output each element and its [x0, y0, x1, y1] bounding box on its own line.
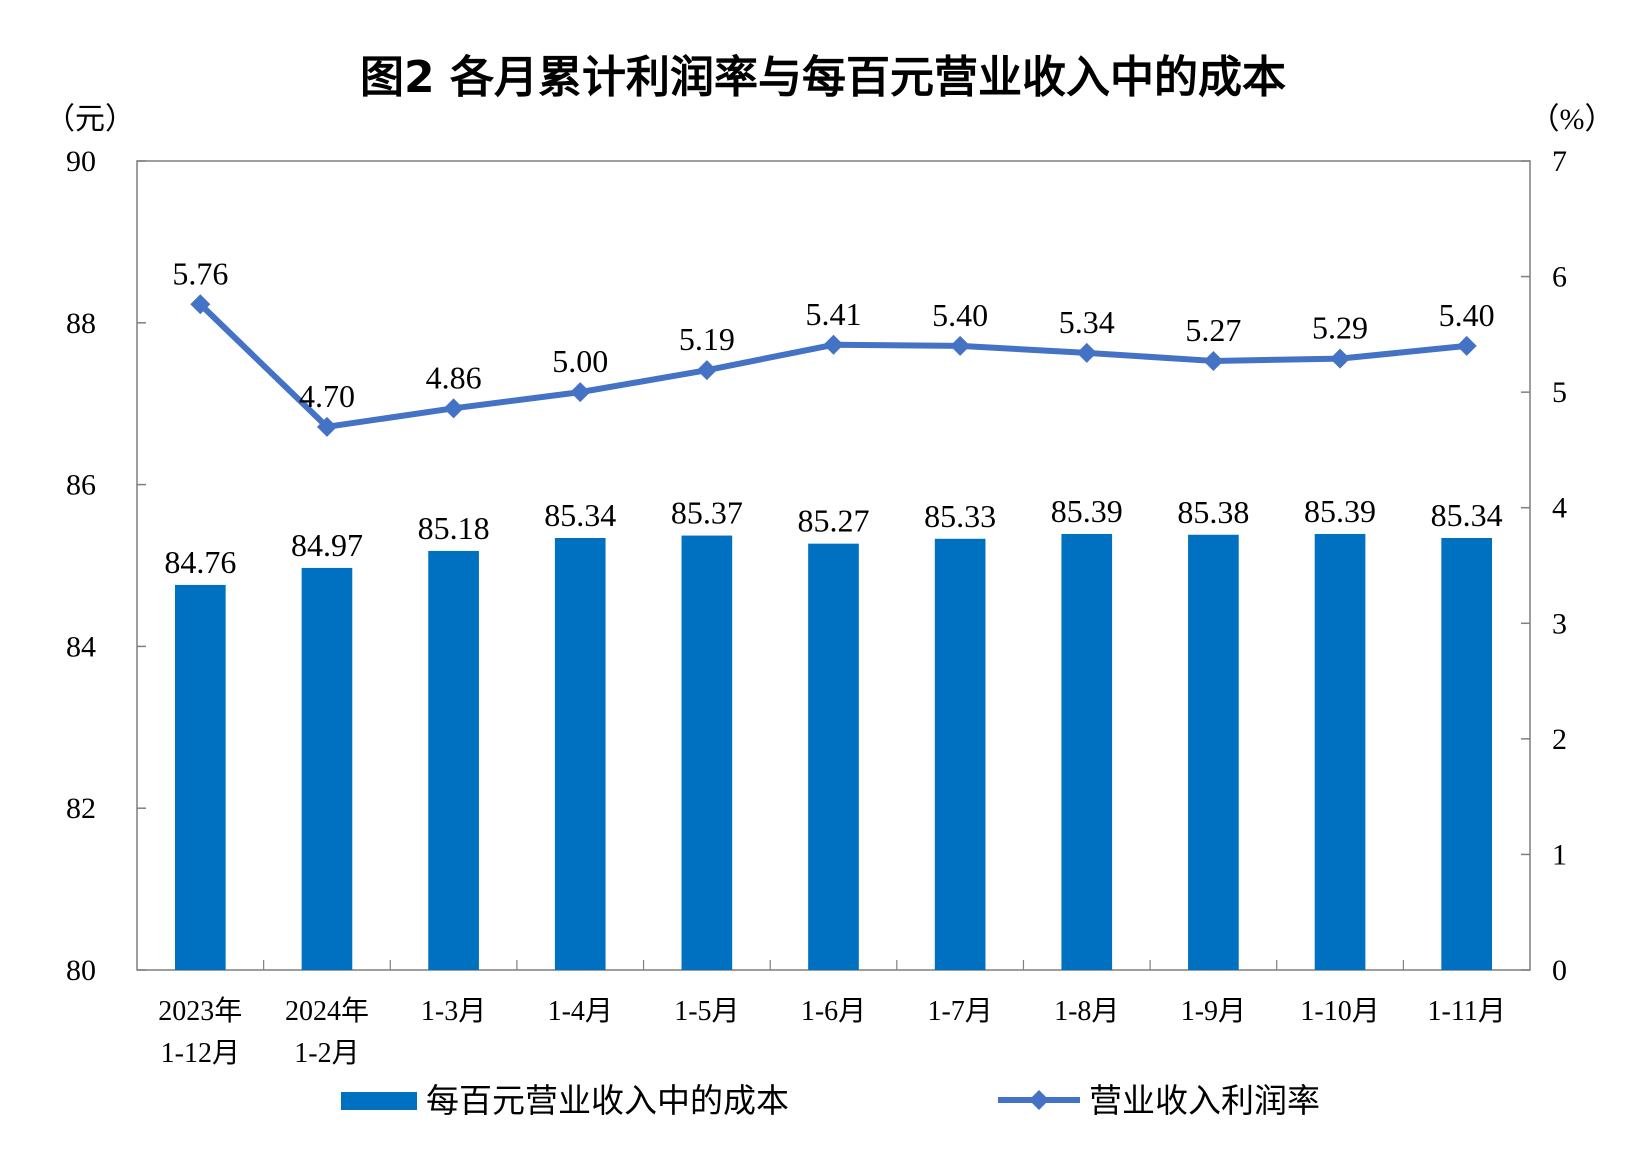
- right-axis-tick-label: 2: [1552, 723, 1567, 756]
- bar-data-labels: 84.76 84.97 85.18 85.34 85.37 85.27 85.33 85.39…: [164, 493, 1502, 580]
- bar: [174, 584, 226, 970]
- bar-series: [174, 533, 1493, 970]
- x-axis-category-label: 1-5月: [674, 996, 739, 1027]
- line-data-label: 5.29: [1312, 310, 1368, 346]
- x-axis-category-label: 2024年 1-2月: [285, 995, 369, 1069]
- legend-line-marker: [1029, 1090, 1049, 1110]
- x-axis-category-label-line: 1-6月: [801, 996, 866, 1027]
- bar-data-label: 84.97: [291, 527, 363, 563]
- x-axis-category-label-line: 1-12月: [161, 1038, 240, 1069]
- right-axis-tick-label: 4: [1552, 492, 1567, 525]
- bar: [554, 537, 606, 970]
- bar: [428, 550, 479, 970]
- right-axis-tick-label: 5: [1552, 376, 1567, 409]
- x-axis-category-label: 1-3月: [421, 996, 486, 1027]
- x-axis-category-label-line: 1-2月: [294, 1038, 359, 1069]
- bar-data-label: 85.37: [671, 495, 743, 531]
- x-axis-category-label: 1-6月: [801, 996, 866, 1027]
- legend-line-label: 营业收入利润率: [1089, 1081, 1320, 1120]
- bar-data-label: 85.34: [1431, 497, 1503, 533]
- left-axis-tick-label: 86: [66, 469, 96, 502]
- bar-data-label: 85.39: [1051, 493, 1123, 529]
- x-axis-category-label-line: 1-3月: [421, 996, 486, 1027]
- line-point: [570, 382, 591, 403]
- line-data-label: 4.70: [299, 378, 355, 414]
- left-axis-tick-label: 90: [66, 145, 96, 178]
- right-axis-unit: （%）: [1530, 103, 1615, 136]
- line-data-label: 5.00: [552, 343, 608, 379]
- bar-data-label: 85.34: [544, 497, 616, 533]
- line-point: [443, 398, 464, 419]
- bar-data-label: 85.39: [1304, 493, 1376, 529]
- legend-bar-swatch: [341, 1092, 417, 1110]
- right-axis-tick-label: 1: [1552, 838, 1567, 871]
- legend-bar-label: 每百元营业收入中的成本: [426, 1081, 789, 1120]
- right-axis-tick-label: 7: [1552, 145, 1567, 178]
- line-data-label: 5.40: [1439, 297, 1495, 333]
- x-axis-category-label-line: 1-8月: [1054, 996, 1119, 1027]
- line-data-label: 5.76: [172, 255, 228, 291]
- bar: [808, 543, 859, 970]
- x-axis-category-label: 1-4月: [548, 996, 613, 1027]
- right-axis-tick-label: 6: [1552, 261, 1567, 294]
- line-point: [190, 294, 211, 315]
- bar: [1441, 537, 1493, 970]
- left-axis-tick-label: 80: [66, 954, 96, 987]
- left-axis-tick-label: 82: [66, 792, 96, 825]
- line-data-label: 5.40: [932, 297, 988, 333]
- x-axis-category-label-line: 1-10月: [1300, 996, 1379, 1027]
- bar: [1061, 533, 1113, 970]
- bar: [681, 535, 733, 970]
- bar: [934, 538, 986, 970]
- line-point: [316, 416, 337, 437]
- bar-data-label: 85.33: [924, 498, 996, 534]
- right-axis-tick-label: 0: [1552, 954, 1567, 987]
- line-point: [1330, 348, 1351, 369]
- x-axis-category-label: 2023年 1-12月: [158, 995, 242, 1069]
- x-axis-category-label-line: 1-5月: [674, 996, 739, 1027]
- line-point: [1456, 335, 1477, 356]
- line-data-label: 5.41: [806, 296, 862, 332]
- x-axis-category-label: 1-9月: [1181, 996, 1246, 1027]
- left-axis-unit: （元）: [45, 103, 135, 136]
- x-axis-category-label: 1-10月: [1300, 996, 1379, 1027]
- x-axis-category-label-line: 2023年: [158, 995, 242, 1027]
- left-axis: 80 82 84 86 88 90: [66, 145, 146, 987]
- left-axis-tick-label: 84: [66, 630, 96, 663]
- bar-data-label: 85.38: [1177, 494, 1249, 530]
- line-data-labels: 5.76 4.70 4.86 5.00 5.19 5.41 5.40 5.34 5.27 5.29…: [172, 255, 1494, 414]
- x-axis-category-label: 1-8月: [1054, 996, 1119, 1027]
- chart-title: 图2 各月累计利润率与每百元营业收入中的成本: [360, 52, 1286, 103]
- bar: [301, 567, 353, 970]
- right-axis-tick-label: 3: [1552, 607, 1567, 640]
- line-point: [1203, 350, 1224, 371]
- left-axis-tick-label: 88: [66, 307, 96, 340]
- legend: 每百元营业收入中的成本 营业收入利润率: [341, 1081, 1320, 1120]
- bar: [1314, 533, 1366, 970]
- line-point: [696, 360, 717, 381]
- line-point: [823, 334, 844, 355]
- x-axis-category-label-line: 1-4月: [548, 996, 613, 1027]
- x-axis-category-label-line: 2024年: [285, 995, 369, 1027]
- right-axis: 0 1 2 3 4 5 6 7: [1521, 145, 1567, 987]
- x-axis: 2023年 1-12月 2024年 1-2月 1-3月 1-4月 1-5月 1-6月 1-7月 1…: [158, 960, 1506, 1069]
- x-axis-category-label-line: 1-7月: [927, 996, 992, 1027]
- bar-data-label: 84.76: [164, 544, 236, 580]
- x-axis-category-label: 1-7月: [927, 996, 992, 1027]
- line-point: [1076, 342, 1097, 363]
- line-data-label: 5.19: [679, 321, 735, 357]
- x-axis-category-label-line: 1-9月: [1181, 996, 1246, 1027]
- line-data-label: 5.27: [1185, 312, 1241, 348]
- line-series: [190, 294, 1477, 437]
- line-point: [950, 335, 971, 356]
- line-data-label: 4.86: [426, 359, 482, 395]
- bar: [1188, 534, 1239, 970]
- x-axis-category-label-line: 1-11月: [1428, 996, 1506, 1027]
- bar-data-label: 85.27: [798, 503, 870, 539]
- line-data-label: 5.34: [1059, 304, 1115, 340]
- bar-data-label: 85.18: [418, 510, 490, 546]
- x-axis-category-label: 1-11月: [1428, 996, 1506, 1027]
